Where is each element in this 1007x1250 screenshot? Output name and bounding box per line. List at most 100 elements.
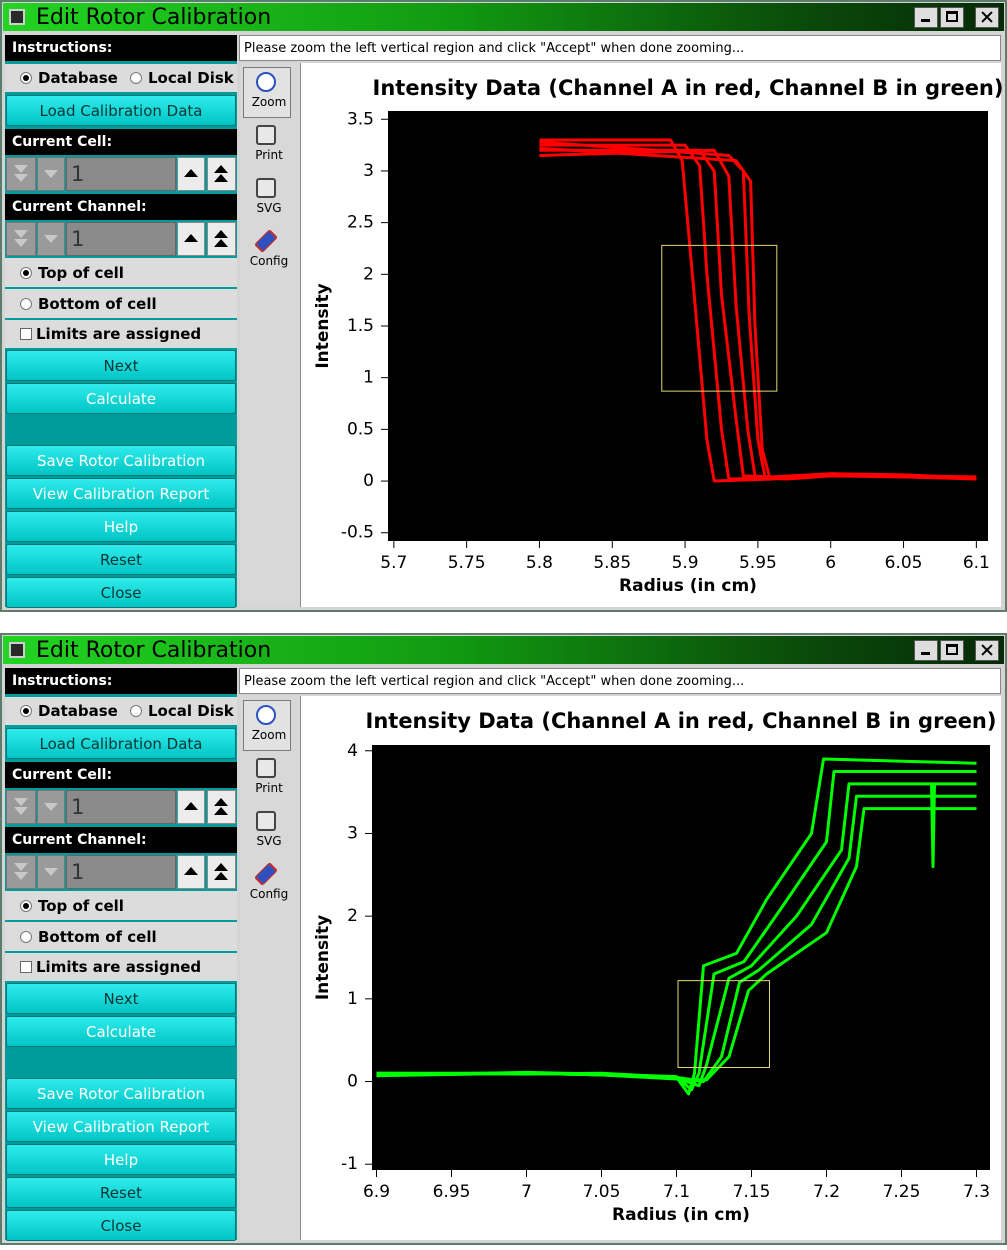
y-tick-label: 2 [363,264,374,284]
y-tick-label: 1.5 [347,316,374,336]
action-button[interactable]: Close [6,577,236,608]
arrow [44,235,58,243]
minimize-button[interactable] [914,7,938,28]
action-button[interactable]: Reset [6,1177,236,1208]
x-tick-label: 6.05 [885,553,923,573]
tool-icon[interactable] [256,758,276,778]
radio-dot [23,75,29,81]
action-button[interactable]: Help [6,1144,236,1175]
plot-background [388,111,988,541]
arrow [14,239,28,247]
radio-button[interactable] [130,705,142,717]
action-button[interactable]: Help [6,511,236,542]
action-button[interactable]: Reset [6,544,236,575]
checkbox[interactable] [20,961,32,973]
action-button[interactable]: Close [6,1210,236,1241]
tool-label[interactable]: Config [249,254,289,268]
action-button[interactable]: View Calibration Report [6,1111,236,1142]
y-tick-label: 4 [347,741,358,761]
arrow [44,803,58,811]
action-button[interactable]: Next [6,350,236,381]
radio-button[interactable] [20,298,32,310]
x-tick-label: 7.05 [583,1182,621,1202]
arrow [184,234,198,242]
plot-lines [376,757,977,1096]
arrow [214,798,228,806]
load-button[interactable]: Load Calibration Data [6,95,236,126]
spin-value[interactable]: 1 [66,157,176,191]
arrow [14,863,28,871]
x-tick-label: 7.15 [733,1182,771,1202]
tool-icon[interactable] [256,178,276,198]
spin-value[interactable]: 1 [66,222,176,256]
load-button[interactable]: Load Calibration Data [6,728,236,759]
x-tick-label: 6.9 [363,1182,390,1202]
arrow [214,863,228,871]
spin-value[interactable]: 1 [66,855,176,889]
radio-dot [23,708,29,714]
option-row [5,289,237,318]
x-tick-label: 6.1 [963,553,990,573]
tool-icon[interactable] [256,705,276,725]
spin-up-fast[interactable] [207,222,236,256]
tool-label[interactable]: SVG [256,834,282,848]
chart-title: Intensity Data (Channel A in red, Channe… [373,76,1004,100]
checkbox[interactable] [20,328,32,340]
radio-label: Local Disk [148,69,234,87]
checkbox-label: Limits are assigned [36,958,202,976]
arrow [214,807,228,815]
x-axis-label: Radius (in cm) [612,1205,750,1225]
radio-dot [23,903,29,909]
instructions-field: Please zoom the left vertical region and… [239,35,1001,61]
x-axis-label: Radius (in cm) [619,576,757,596]
action-button[interactable]: View Calibration Report [6,478,236,509]
x-tick-label: 5.75 [448,553,486,573]
tool-icon[interactable] [256,125,276,145]
tool-label[interactable]: SVG [256,201,282,215]
arrow [44,868,58,876]
checkbox-label: Limits are assigned [36,325,202,343]
x-tick-label: 5.85 [593,553,631,573]
tool-label[interactable]: Print [255,148,283,162]
arrow [184,169,198,177]
action-button[interactable]: Calculate [6,1016,236,1047]
section-label: Current Cell: [5,129,237,155]
y-tick-label: -1 [341,1154,358,1174]
data-line [930,783,936,869]
x-tick-label: 7.2 [813,1182,840,1202]
zoom-box [661,244,778,392]
arrow [184,802,198,810]
action-button[interactable]: Calculate [6,383,236,414]
x-tick-label: 7.3 [963,1182,990,1202]
x-tick-label: 7.25 [883,1182,921,1202]
tool-label[interactable]: Config [249,887,289,901]
icon [921,19,930,22]
spin-value[interactable]: 1 [66,790,176,824]
section-label: Current Channel: [5,827,237,853]
tool-label[interactable]: Zoom [251,728,287,742]
radio-button[interactable] [20,931,32,943]
y-tick-label: 1 [363,368,374,388]
radio-button[interactable] [130,72,142,84]
tool-icon[interactable] [256,811,276,831]
radio-label: Bottom of cell [38,294,157,313]
arrow [214,872,228,880]
action-button[interactable]: Save Rotor Calibration [6,445,236,476]
tool-label[interactable]: Print [255,781,283,795]
minimize-button[interactable] [914,640,938,661]
x-tick-label: 6.95 [433,1182,471,1202]
section-label: Current Channel: [5,194,237,220]
tool-icon[interactable] [256,72,276,92]
chart: Intensity Data (Channel A in red, Channe… [313,76,1004,596]
tool-column [240,696,301,1240]
radio-label: Bottom of cell [38,927,157,946]
radio-label: Database [38,702,118,720]
spin-down[interactable] [37,157,65,191]
y-axis-label: Intensity [313,283,333,368]
action-button[interactable]: Next [6,983,236,1014]
x-tick-label: 5.7 [380,553,407,573]
chart-title: Intensity Data (Channel A in red, Channe… [366,709,997,733]
tool-label[interactable]: Zoom [251,95,287,109]
radio-label: Top of cell [38,263,124,282]
action-button[interactable]: Save Rotor Calibration [6,1078,236,1109]
